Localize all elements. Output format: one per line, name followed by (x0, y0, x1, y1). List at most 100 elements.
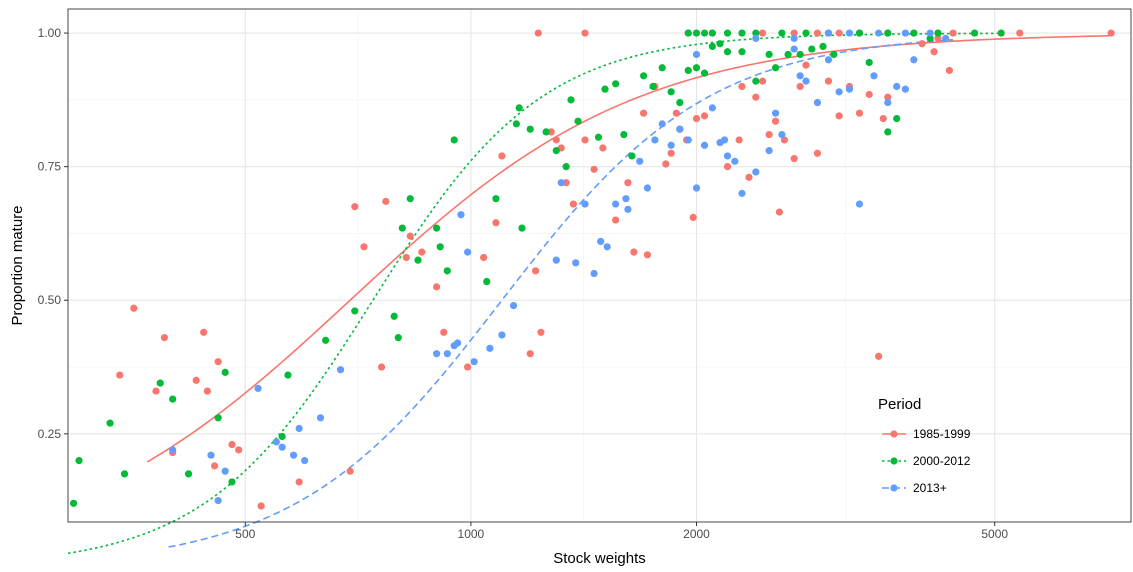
data-point (796, 72, 804, 80)
data-point (752, 168, 760, 176)
data-point (620, 130, 628, 139)
data-point (492, 219, 500, 227)
data-point (433, 224, 441, 232)
data-point (450, 136, 458, 144)
data-point (926, 29, 934, 37)
data-point (322, 336, 330, 344)
data-point (562, 163, 570, 171)
data-point (433, 350, 441, 358)
data-point (796, 82, 804, 91)
data-point (835, 112, 843, 120)
data-point (765, 50, 773, 59)
data-point (152, 387, 160, 395)
data-point (720, 136, 729, 144)
data-point (865, 58, 873, 67)
data-point (813, 149, 822, 157)
data-point (440, 328, 448, 336)
data-point (752, 77, 760, 85)
data-point (684, 136, 692, 144)
data-point (454, 339, 462, 347)
y-tick-label: 0.75 (38, 160, 62, 174)
data-point (612, 200, 620, 208)
data-point (480, 253, 488, 262)
data-point (745, 173, 753, 181)
data-point (483, 277, 491, 286)
data-point (819, 42, 827, 51)
data-point (918, 40, 926, 48)
data-point (169, 446, 177, 454)
data-point (942, 34, 950, 42)
data-point (574, 117, 582, 125)
data-point (486, 344, 494, 352)
data-point (700, 112, 709, 120)
data-point (692, 29, 701, 37)
data-point (884, 29, 892, 37)
data-point (214, 358, 222, 366)
data-point (884, 128, 892, 136)
legend: Period 1985-1999 2000-2012 2013+ (878, 396, 971, 495)
plot-panel (68, 9, 1131, 522)
data-point (214, 497, 222, 505)
y-axis-title: Proportion mature (9, 205, 26, 325)
data-point (537, 328, 545, 336)
legend-key-point (890, 484, 898, 492)
data-point (457, 211, 465, 219)
data-point (738, 189, 746, 197)
data-point (658, 120, 666, 128)
data-point (526, 125, 534, 133)
data-point (893, 114, 901, 123)
data-point (830, 50, 838, 59)
data-point (765, 147, 773, 155)
data-point (765, 130, 773, 139)
data-point (700, 69, 709, 77)
data-point (518, 224, 526, 232)
data-point (192, 376, 200, 384)
fitted-curves (67, 32, 1109, 555)
data-point (207, 451, 215, 459)
data-point (901, 29, 910, 37)
data-point (934, 29, 942, 37)
data-point (228, 440, 236, 449)
legend-key-point (890, 430, 898, 438)
data-point (930, 48, 938, 56)
data-point (875, 29, 883, 37)
data-point (970, 29, 979, 37)
data-point (624, 205, 632, 213)
x-axis-ticks: 500 1000 2000 5000 (235, 522, 1008, 541)
data-point (295, 478, 303, 486)
data-point (692, 50, 701, 59)
data-point (649, 82, 657, 91)
data-point (235, 446, 243, 454)
data-point (758, 29, 767, 37)
data-point (464, 363, 472, 371)
data-point (790, 45, 798, 53)
data-point (708, 104, 716, 112)
data-point (436, 243, 444, 251)
data-point (211, 462, 219, 470)
data-point (552, 256, 560, 264)
data-point (443, 350, 451, 358)
data-point (509, 301, 518, 310)
data-point (780, 136, 788, 144)
data-point (406, 232, 414, 240)
legend-key-point (890, 457, 898, 465)
data-point (752, 93, 760, 101)
data-point (301, 456, 309, 465)
data-point (901, 85, 910, 93)
data-point (738, 48, 746, 56)
data-point (336, 366, 345, 374)
data-point (377, 363, 386, 371)
data-point (418, 248, 426, 256)
data-point (802, 61, 810, 69)
data-point (910, 56, 918, 64)
data-point (552, 147, 560, 155)
data-point (402, 253, 410, 262)
data-point (723, 163, 732, 171)
data-point (790, 155, 798, 163)
data-point (612, 80, 620, 88)
data-point (692, 184, 701, 192)
data-point (590, 165, 598, 173)
data-point (790, 29, 798, 37)
data-point (738, 29, 746, 37)
